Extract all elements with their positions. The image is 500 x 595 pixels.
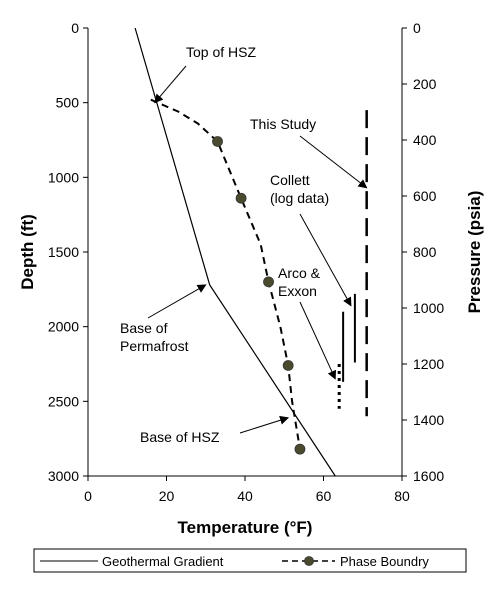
legend-box: [33, 548, 467, 573]
y-right-tick-label: 400: [413, 132, 437, 148]
phase-boundary-marker: [282, 360, 294, 371]
y-left-tick-label: 2000: [48, 319, 79, 335]
y-right-tick-label: 0: [413, 20, 421, 36]
y-left-tick-label: 0: [71, 20, 79, 36]
annotation-base-of-permafrost-line: Permafrost: [120, 338, 189, 354]
y-right-tick-label: 600: [413, 188, 437, 204]
annotation-top-of-hsz-line: Top of HSZ: [186, 44, 256, 60]
y-left-tick-label: 3000: [48, 468, 79, 484]
annotation-base-of-hsz-line: Base of HSZ: [140, 429, 220, 445]
y-right-tick-label: 200: [413, 76, 437, 92]
x-tick-label: 80: [394, 488, 410, 504]
phase-boundary-line: [150, 98, 301, 450]
y-right-tick-label: 1600: [413, 468, 444, 484]
annotation-collett-line: Collett: [270, 172, 310, 188]
y-right-tick-label: 1000: [413, 300, 444, 316]
annotation-top-of-hsz-arrow: [154, 65, 187, 104]
y-axis-right-title: Pressure (psia): [465, 191, 484, 314]
y-right-tick-label: 1400: [413, 412, 444, 428]
phase-boundary-marker: [294, 443, 306, 455]
y-left-tick-label: 2500: [48, 393, 79, 409]
axes: [87, 28, 403, 477]
tick-marks: 0 20 40 60 800500100015002000250030000200400…: [48, 20, 445, 504]
legend-marker-phase: [304, 556, 314, 566]
y-right-tick-label: 1200: [413, 356, 444, 372]
y-left-tick-label: 500: [56, 95, 80, 111]
annotation-this-study-text: This Study: [250, 116, 316, 132]
x-tick-label: 40: [237, 488, 253, 504]
data-series: [134, 27, 368, 477]
annotation-base-of-permafrost-text: Base of Permafrost: [120, 320, 189, 354]
x-tick-label: 60: [316, 488, 332, 504]
x-axis-title: Temperature (°F): [178, 518, 313, 537]
x-tick-label: 20: [159, 488, 175, 504]
legend: Geothermal Gradient Phase Boundry: [33, 548, 467, 573]
legend-label-geothermal: Geothermal Gradient: [102, 554, 224, 569]
y-right-tick-label: 800: [413, 244, 437, 260]
annotation-arco-exxon-line: Arco &: [278, 265, 321, 281]
y-axis-left-title: Depth (ft): [18, 214, 37, 290]
phase-boundary-marker: [212, 136, 223, 147]
legend-label-phase: Phase Boundry: [340, 554, 429, 569]
annotation-collett-text: Collett (log data): [270, 172, 329, 206]
phase-boundary-marker: [235, 192, 247, 204]
annotation-arco-exxon-text: Arco & Exxon: [278, 265, 321, 299]
annotation-base-of-hsz-arrow: [239, 415, 290, 434]
y-left-tick-label: 1000: [48, 169, 79, 185]
annotation-this-study-line: This Study: [250, 116, 316, 132]
annotation-arco-exxon-line: Exxon: [278, 283, 317, 299]
annotation-base-of-hsz-text: Base of HSZ: [140, 429, 220, 445]
annotation-top-of-hsz-text: Top of HSZ: [186, 44, 256, 60]
annotation-base-of-permafrost-arrow: [147, 284, 207, 319]
annotation-base-of-permafrost-line: Base of: [120, 320, 168, 336]
x-tick-label: 0: [84, 488, 92, 504]
geothermal-gradient-line: [134, 27, 336, 477]
annotation-collett-line: (log data): [270, 190, 329, 206]
y-left-tick-label: 1500: [48, 244, 79, 260]
annotations: Top of HSZ This Study Collett (log data) Arc…: [120, 44, 368, 445]
phase-boundary-marker: [263, 276, 274, 288]
annotation-this-study-arrow: [299, 135, 368, 189]
annotation-collett-arrow: [299, 213, 352, 307]
annotation-arco-exxon-arrow: [299, 301, 336, 380]
